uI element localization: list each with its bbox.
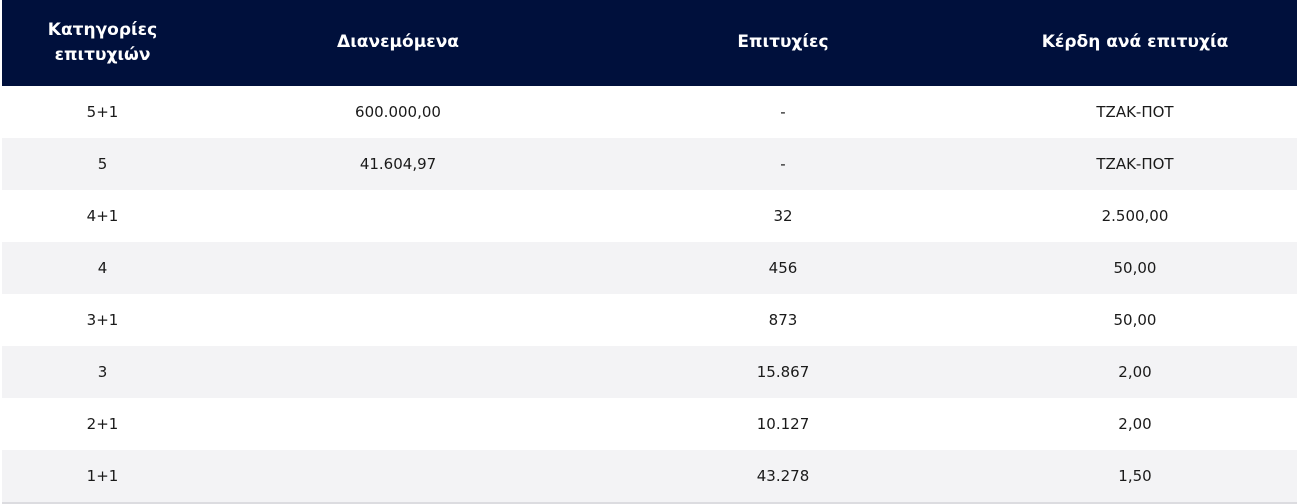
prize-cell: 1,50 xyxy=(1118,467,1152,485)
prize-cell: 2.500,00 xyxy=(1101,207,1169,225)
distributed-cell: 600.000,00 xyxy=(355,103,441,121)
winners-cell: 456 xyxy=(768,259,798,277)
winners-cell: 873 xyxy=(768,311,798,329)
category-cell: 3 xyxy=(97,363,108,381)
category-cell: 1+1 xyxy=(86,467,119,485)
category-cell: 5+1 xyxy=(86,103,119,121)
prize-cell: 50,00 xyxy=(1113,311,1157,329)
prize-cell: 2,00 xyxy=(1118,415,1152,433)
table-row: 3+1 873 50,00 xyxy=(2,294,1297,346)
header-categories: Κατηγορίες επιτυχιών xyxy=(47,19,158,66)
header-winners: Επιτυχίες xyxy=(737,32,829,53)
prize-cell: ΤΖΑΚ-ΠΟΤ xyxy=(1096,155,1174,173)
table-header: Κατηγορίες επιτυχιών Διανεμόμενα Επιτυχί… xyxy=(2,0,1297,86)
winners-cell: 15.867 xyxy=(756,363,810,381)
category-cell: 4 xyxy=(97,259,108,277)
prize-cell: ΤΖΑΚ-ΠΟΤ xyxy=(1096,103,1174,121)
distributed-cell: 41.604,97 xyxy=(359,155,437,173)
winners-cell: 10.127 xyxy=(756,415,810,433)
winners-cell: 43.278 xyxy=(756,467,810,485)
header-distributed: Διανεμόμενα xyxy=(337,32,459,53)
category-cell: 4+1 xyxy=(86,207,119,225)
table-row: 4 456 50,00 xyxy=(2,242,1297,294)
prize-cell: 50,00 xyxy=(1113,259,1157,277)
winners-cell: 32 xyxy=(773,207,793,225)
table-row: 3 15.867 2,00 xyxy=(2,346,1297,398)
table-row: 5+1 600.000,00 - ΤΖΑΚ-ΠΟΤ xyxy=(2,86,1297,138)
winners-cell: - xyxy=(780,103,786,121)
table-row: 4+1 32 2.500,00 xyxy=(2,190,1297,242)
table-row: 2+1 10.127 2,00 xyxy=(2,398,1297,450)
category-cell: 3+1 xyxy=(86,311,119,329)
category-cell: 5 xyxy=(97,155,108,173)
header-prize-per-winner: Κέρδη ανά επιτυχία xyxy=(1041,32,1229,53)
table-row: 1+1 43.278 1,50 xyxy=(2,450,1297,502)
winners-cell: - xyxy=(780,155,786,173)
table-row: 5 41.604,97 - ΤΖΑΚ-ΠΟΤ xyxy=(2,138,1297,190)
category-cell: 2+1 xyxy=(86,415,119,433)
prize-cell: 2,00 xyxy=(1118,363,1152,381)
table-body: 5+1 600.000,00 - ΤΖΑΚ-ΠΟΤ 5 41.604,97 - … xyxy=(2,86,1297,502)
